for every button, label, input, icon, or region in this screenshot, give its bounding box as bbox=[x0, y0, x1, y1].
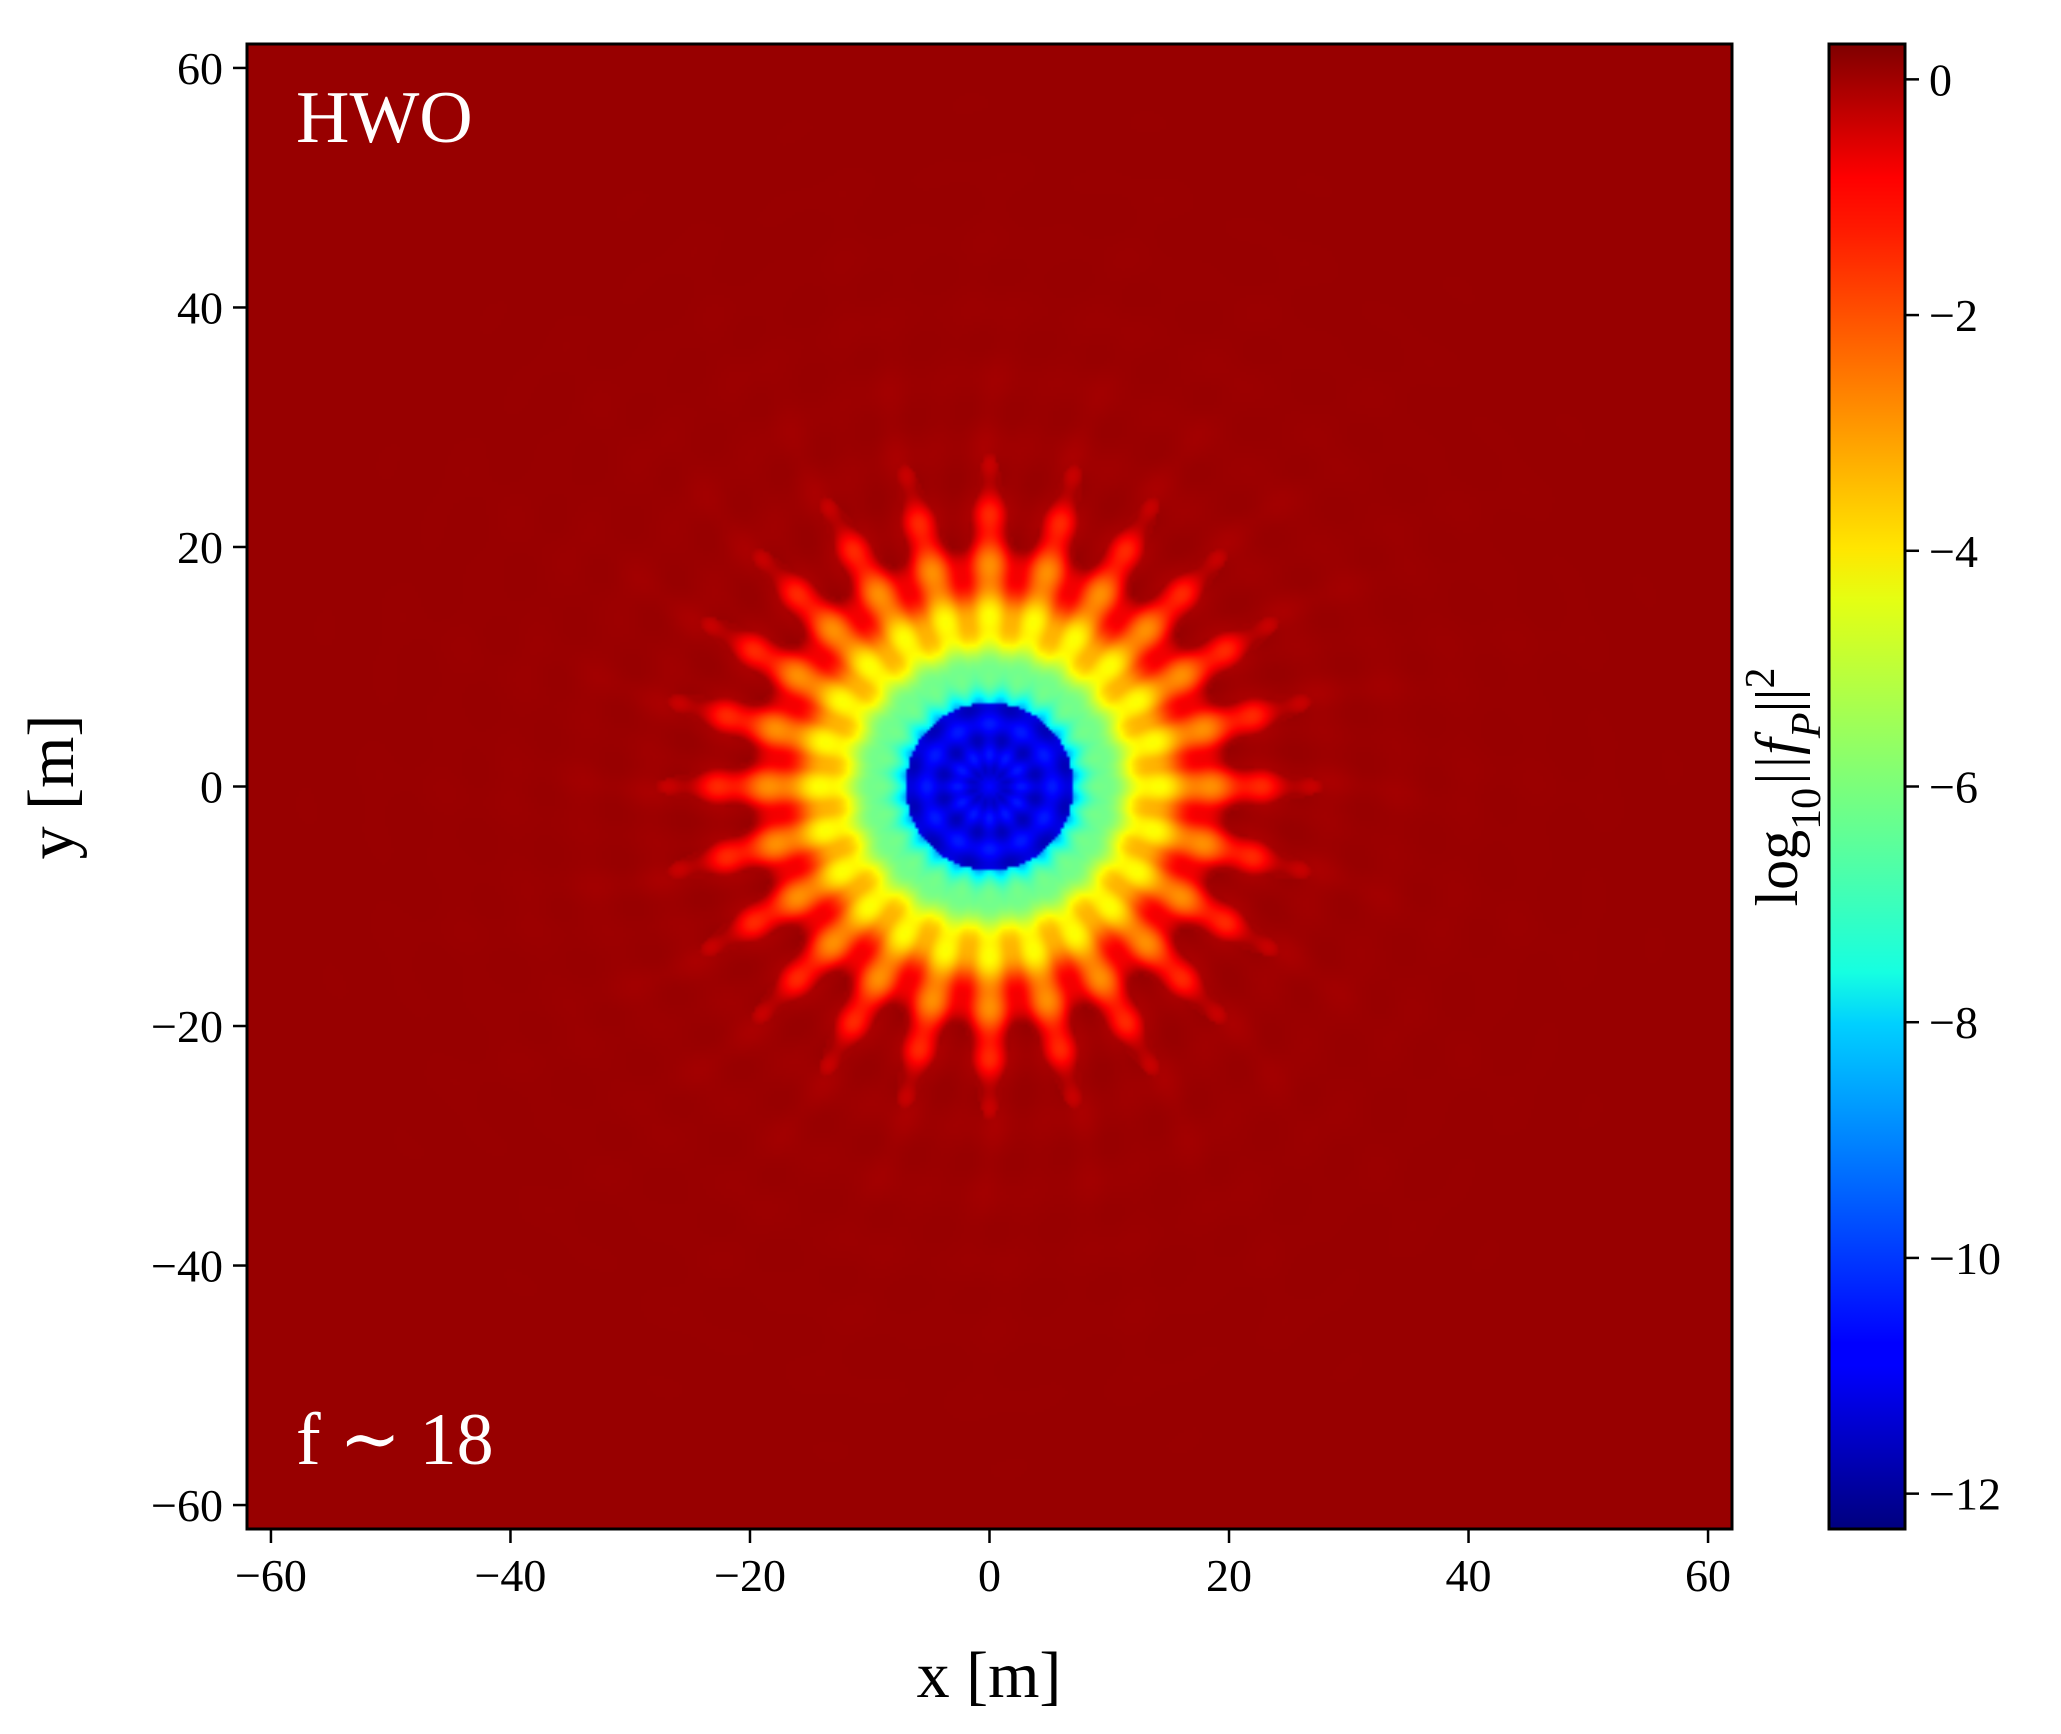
colorbar-ticks: 0 −2 −4 −6 −8 −10 −12 bbox=[1905, 54, 2001, 1520]
y-axis-ticks: −60 −40 −20 0 20 40 60 bbox=[151, 43, 247, 1531]
y-tick-label: 0 bbox=[200, 762, 223, 813]
y-tick-label: 20 bbox=[177, 522, 223, 573]
x-axis-ticks: −60 −40 −20 0 20 40 60 bbox=[235, 1529, 1731, 1601]
telescope-annotation: HWO bbox=[296, 77, 473, 159]
x-tick-label: 60 bbox=[1685, 1550, 1731, 1601]
colorbar-tick-label: −2 bbox=[1929, 290, 1978, 341]
y-axis-label: y [m] bbox=[15, 715, 88, 860]
heatmap-area: HWO f ∼ 18 bbox=[247, 44, 1732, 1529]
x-tick-label: −40 bbox=[474, 1550, 546, 1601]
y-tick-label: −20 bbox=[151, 1001, 223, 1052]
y-tick-label: −60 bbox=[151, 1480, 223, 1531]
colorbar-tick-label: −10 bbox=[1929, 1233, 2001, 1284]
colorbar-label: log10||fP||2 bbox=[1738, 667, 1830, 906]
heatmap-field bbox=[247, 44, 1732, 1529]
x-tick-label: 20 bbox=[1206, 1550, 1252, 1601]
frequency-annotation: f ∼ 18 bbox=[296, 1399, 494, 1481]
colorbar-tick-label: −8 bbox=[1929, 997, 1978, 1048]
colorbar bbox=[1827, 42, 1907, 1531]
colorbar-tick-label: −6 bbox=[1929, 762, 1978, 813]
y-tick-label: −40 bbox=[151, 1241, 223, 1292]
x-axis-label: x [m] bbox=[917, 1639, 1062, 1712]
colorbar-tick-label: −4 bbox=[1929, 526, 1978, 577]
x-tick-label: 0 bbox=[978, 1550, 1001, 1601]
y-tick-label: 60 bbox=[177, 43, 223, 94]
y-tick-label: 40 bbox=[177, 282, 223, 333]
colorbar-tick-label: −12 bbox=[1929, 1469, 2001, 1520]
x-tick-label: 40 bbox=[1446, 1550, 1492, 1601]
x-tick-label: −20 bbox=[714, 1550, 786, 1601]
colorbar-tick-label: 0 bbox=[1929, 54, 1952, 105]
x-tick-label: −60 bbox=[235, 1550, 307, 1601]
